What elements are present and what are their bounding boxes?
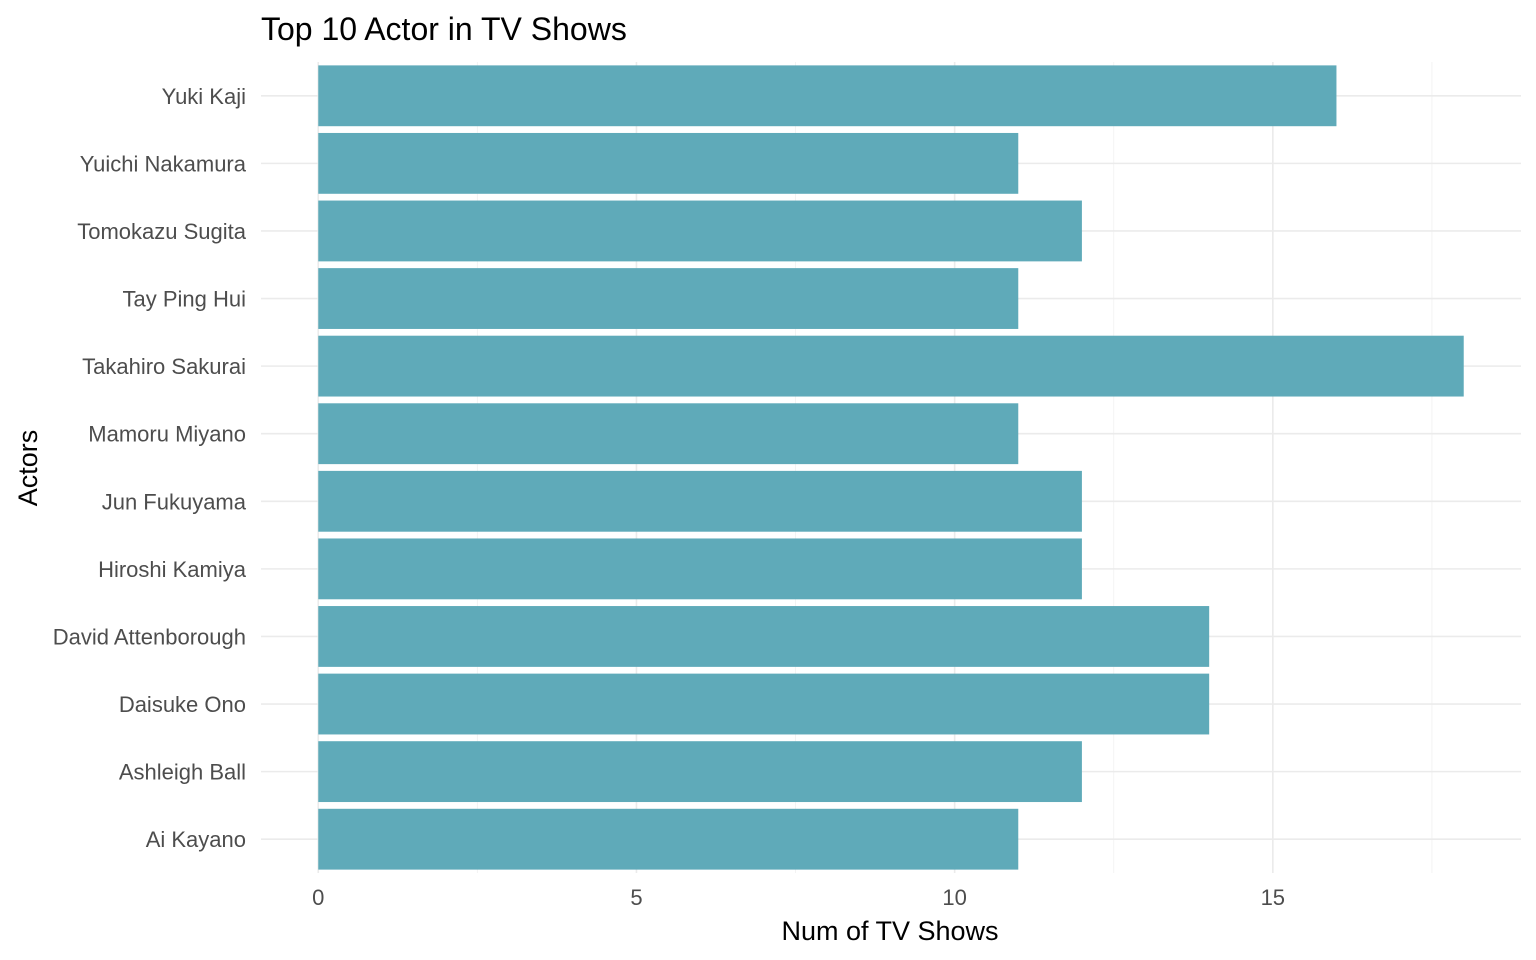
y-tick-label: Tay Ping Hui <box>122 287 246 312</box>
bar-hiroshi-kamiya <box>318 538 1082 600</box>
bar-jun-fukuyama <box>318 470 1082 532</box>
y-tick-label: Tomokazu Sugita <box>77 219 247 244</box>
bar-tomokazu-sugita <box>318 200 1082 262</box>
y-tick-labels: Ai Kayano Ashleigh Ball Daisuke Ono David A… <box>53 84 247 852</box>
bar-david-attenborough <box>318 606 1210 667</box>
x-tick-label: 10 <box>942 885 966 910</box>
y-tick-label: David Attenborough <box>53 624 246 649</box>
chart-title: Top 10 Actor in TV Shows <box>261 11 627 47</box>
y-tick-label: Hiroshi Kamiya <box>98 557 247 582</box>
bar-ai-kayano <box>318 808 1019 870</box>
y-tick-label: Takahiro Sakurai <box>82 354 246 379</box>
y-tick-label: Jun Fukuyama <box>102 489 247 514</box>
bar-yuichi-nakamura <box>318 132 1019 194</box>
y-tick-label: Mamoru Miyano <box>88 422 246 447</box>
bar-mamoru-miyano <box>318 403 1019 465</box>
x-tick-label: 0 <box>312 885 324 910</box>
y-tick-label: Daisuke Ono <box>119 692 246 717</box>
bars <box>318 65 1464 870</box>
x-tick-labels: 0 5 10 15 <box>312 885 1285 910</box>
x-tick-label: 15 <box>1261 885 1285 910</box>
y-tick-label: Yuki Kaji <box>162 84 246 109</box>
bar-daisuke-ono <box>318 673 1210 735</box>
y-tick-label: Ashleigh Ball <box>119 760 246 785</box>
bar-yuki-kaji <box>318 65 1337 127</box>
y-tick-label: Yuichi Nakamura <box>80 151 247 176</box>
x-axis-title: Num of TV Shows <box>781 916 998 946</box>
bar-takahiro-sakurai <box>318 335 1464 397</box>
x-tick-label: 5 <box>630 885 642 910</box>
y-axis-title: Actors <box>13 430 43 507</box>
bar-tay-ping-hui <box>318 268 1019 329</box>
bar-ashleigh-ball <box>318 741 1082 803</box>
y-tick-label: Ai Kayano <box>146 827 246 852</box>
